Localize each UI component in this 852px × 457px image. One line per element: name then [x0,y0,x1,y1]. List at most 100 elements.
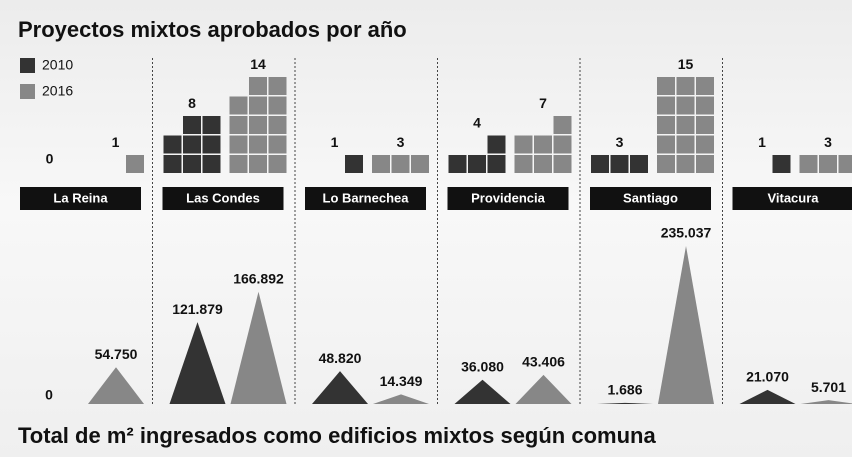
value-label: 1 [331,134,339,150]
unit-square [591,155,609,173]
category-box [590,187,711,210]
unit-stack [372,155,429,173]
chart-title: Total de m² ingresados como edificios mi… [18,423,656,448]
unit-square [696,155,714,173]
value-label: 1 [758,134,766,150]
legend-label: 2016 [42,83,73,99]
value-label: 15 [678,56,694,72]
category-box [732,187,852,210]
unit-square [534,155,552,173]
unit-square [372,155,390,173]
unit-square [229,96,248,115]
unit-square [676,96,695,115]
triangle [230,291,287,404]
unit-square [657,77,675,95]
unit-square [268,116,287,134]
unit-square [249,155,267,173]
unit-stack [163,116,221,173]
unit-square [126,155,144,173]
value-label: 3 [824,134,832,150]
unit-square [553,116,572,134]
category-label: Las Condes [186,190,260,205]
unit-square [487,155,506,173]
value-label: 48.820 [319,350,362,366]
unit-square [799,155,818,173]
unit-square [696,77,714,95]
unit-square [183,155,201,173]
legend-swatch [20,84,35,99]
unit-square [268,155,287,173]
category-label: La Reina [53,190,108,205]
unit-square [411,155,429,173]
value-label: 1 [112,134,120,150]
unit-stack [591,155,648,173]
unit-square [676,116,695,134]
triangle [454,379,511,404]
category-box [162,187,284,210]
value-label: 1.686 [607,382,642,398]
unit-square [345,155,363,173]
unit-stack [799,155,852,173]
category-label: Providencia [471,190,545,205]
unit-square [249,96,267,115]
category-box [305,187,426,210]
unit-square [838,155,852,173]
triangle [739,389,796,404]
triangle [312,371,368,404]
unit-square [657,135,675,154]
value-label: 7 [539,95,547,111]
unit-square [487,135,506,154]
unit-square [696,135,714,154]
unit-square [249,116,267,134]
value-label: 235.037 [661,225,712,241]
unit-square [553,155,572,173]
value-label: 0 [45,387,53,403]
category-box [20,187,141,210]
unit-square [630,155,648,173]
unit-square [468,155,486,173]
category-label: Lo Barnechea [323,190,410,205]
unit-stack [229,77,287,173]
unit-stack [345,155,363,173]
unit-square [268,77,287,95]
category-box [447,187,569,210]
unit-square [696,96,714,115]
unit-square [229,116,248,134]
unit-square [657,116,675,134]
unit-square [268,96,287,115]
value-label: 3 [616,134,624,150]
unit-square [183,135,201,154]
triangle [373,394,429,404]
legend-label: 2010 [42,57,73,73]
value-label: 3 [397,134,405,150]
unit-square [202,155,221,173]
unit-stack [514,116,572,173]
unit-square [696,116,714,134]
unit-square [448,155,467,173]
unit-square [676,155,695,173]
unit-stack [772,155,791,173]
unit-square [514,135,533,154]
unit-square [249,135,267,154]
triangle [597,402,653,404]
chart-title: Proyectos mixtos aprobados por año [18,17,407,42]
value-label: 14 [250,56,266,72]
value-label: 21.070 [746,369,789,385]
unit-square [391,155,410,173]
value-label: 4 [473,115,481,131]
value-label: 5.701 [811,379,846,395]
value-label: 14.349 [380,373,423,389]
value-label: 54.750 [95,346,138,362]
category-label: Santiago [623,190,678,205]
unit-square [229,135,248,154]
category-label: Vitacura [767,190,819,205]
unit-square [514,155,533,173]
triangle [658,246,714,404]
unit-square [249,77,267,95]
unit-square [553,135,572,154]
value-label: 8 [188,95,196,111]
triangle [515,374,572,404]
unit-square [676,77,695,95]
unit-square [819,155,837,173]
